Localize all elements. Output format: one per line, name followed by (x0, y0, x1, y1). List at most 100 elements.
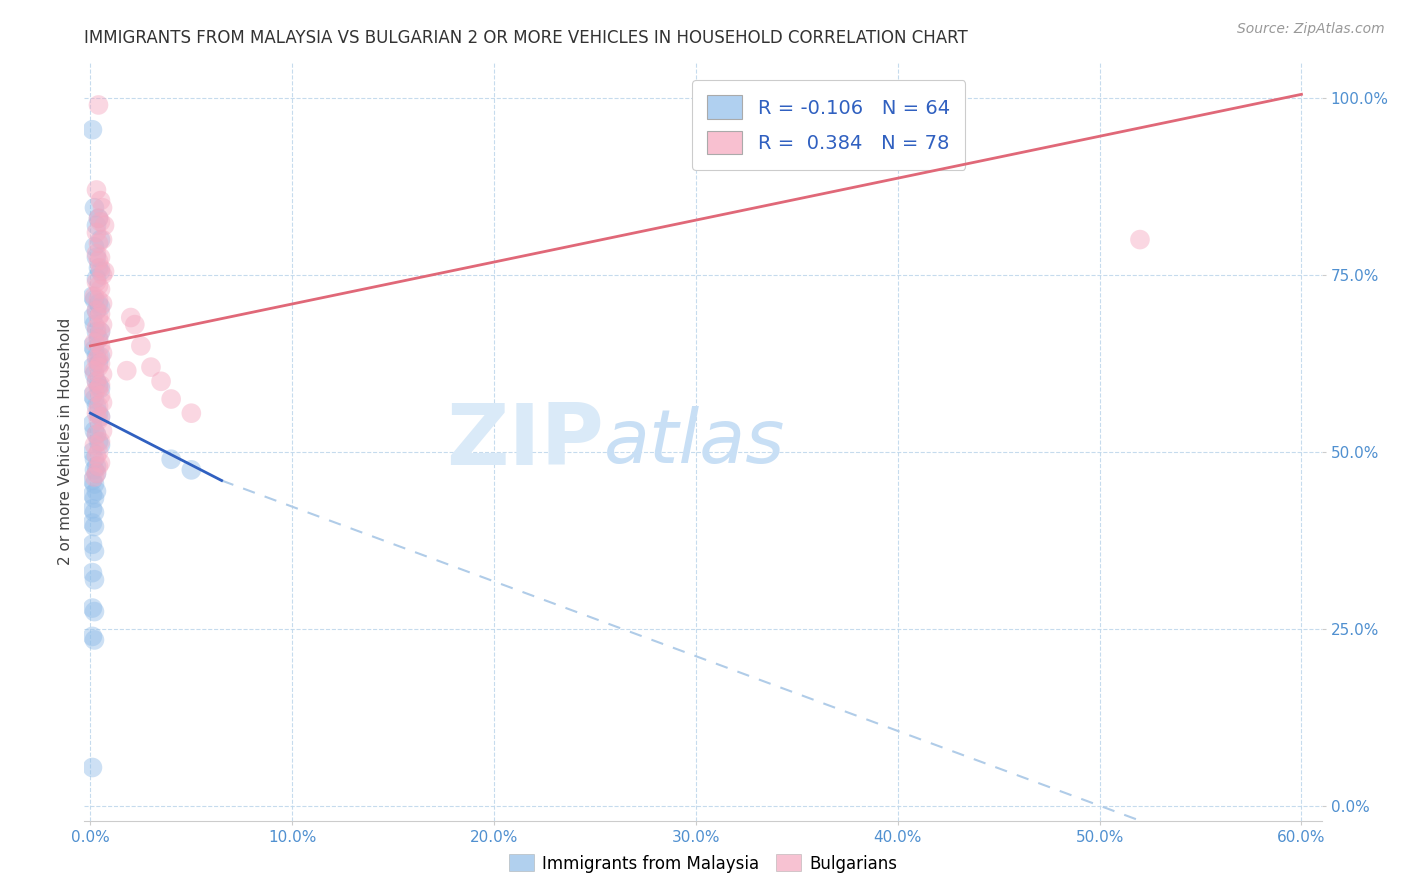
Point (91, 318, 114, 332)
Point (86, 271, 108, 285)
Point (82, 566, 104, 580)
Point (82, 488, 104, 502)
Point (91, 424, 114, 438)
Point (83, 605, 105, 619)
Point (83, 424, 105, 438)
Point (83, 519, 105, 533)
Point (89, 282, 111, 296)
Point (87, 413, 110, 427)
Point (139, 360, 162, 375)
Point (86, 467, 108, 481)
Point (87, 445, 110, 459)
Point (86, 275, 108, 289)
Point (82, 360, 104, 375)
Point (86, 427, 108, 442)
Point (180, 406, 202, 420)
Point (86, 427, 108, 442)
Point (82, 445, 104, 459)
Point (83, 343, 105, 357)
Point (150, 374, 173, 388)
Point (91, 233, 114, 247)
Point (89, 264, 111, 278)
Text: IMMIGRANTS FROM MALAYSIA VS BULGARIAN 2 OR MORE VEHICLES IN HOUSEHOLD CORRELATIO: IMMIGRANTS FROM MALAYSIA VS BULGARIAN 2 … (84, 29, 969, 47)
Point (82, 501, 104, 516)
Point (89, 438, 111, 452)
Point (89, 339, 111, 353)
Point (83, 544, 105, 558)
Point (160, 392, 183, 406)
Point (87, 278, 110, 293)
Point (87, 211, 110, 226)
Point (86, 246, 108, 260)
Point (83, 368, 105, 382)
Point (82, 629, 104, 643)
Legend: R = -0.106   N = 64, R =  0.384   N = 78: R = -0.106 N = 64, R = 0.384 N = 78 (692, 79, 966, 170)
Point (86, 406, 108, 420)
Point (89, 350, 111, 364)
Point (87, 459, 110, 474)
Point (86, 303, 108, 318)
Point (87, 253, 110, 268)
Point (87, 211, 110, 226)
Point (160, 452, 183, 467)
Point (91, 395, 114, 409)
Point (83, 573, 105, 587)
Point (91, 346, 114, 360)
Point (87, 399, 110, 413)
Point (82, 537, 104, 551)
Point (83, 452, 105, 467)
Point (91, 368, 114, 382)
Point (83, 470, 105, 484)
Point (86, 226, 108, 240)
Point (89, 260, 111, 275)
Point (87, 377, 110, 392)
Point (83, 477, 105, 491)
Point (86, 374, 108, 388)
Point (87, 332, 110, 346)
Point (83, 293, 105, 307)
Point (115, 364, 138, 378)
Point (82, 339, 104, 353)
Point (87, 360, 110, 375)
Point (86, 484, 108, 499)
Point (82, 417, 104, 431)
Point (180, 463, 202, 477)
Point (89, 381, 111, 395)
Point (87, 434, 110, 449)
Point (87, 406, 110, 420)
Point (87, 236, 110, 251)
Point (89, 233, 111, 247)
Point (87, 381, 110, 395)
Point (86, 325, 108, 339)
Point (87, 310, 110, 325)
Point (89, 409, 111, 424)
Point (89, 388, 111, 402)
Point (83, 335, 105, 350)
Point (89, 377, 111, 392)
Point (86, 303, 108, 318)
Point (91, 201, 114, 215)
Point (86, 399, 108, 413)
Point (83, 201, 105, 215)
Point (89, 357, 111, 371)
Point (83, 491, 105, 506)
Point (86, 350, 108, 364)
Point (86, 321, 108, 335)
Point (82, 310, 104, 325)
Point (89, 325, 111, 339)
Point (87, 332, 110, 346)
Point (86, 374, 108, 388)
Point (86, 353, 108, 368)
Point (82, 388, 104, 402)
Point (87, 98, 110, 112)
Point (86, 467, 108, 481)
Point (82, 516, 104, 530)
Point (89, 325, 111, 339)
Point (82, 760, 104, 774)
Point (83, 289, 105, 303)
Point (87, 260, 110, 275)
Point (83, 505, 105, 519)
Point (129, 339, 152, 353)
Point (82, 289, 104, 303)
Point (86, 449, 108, 463)
